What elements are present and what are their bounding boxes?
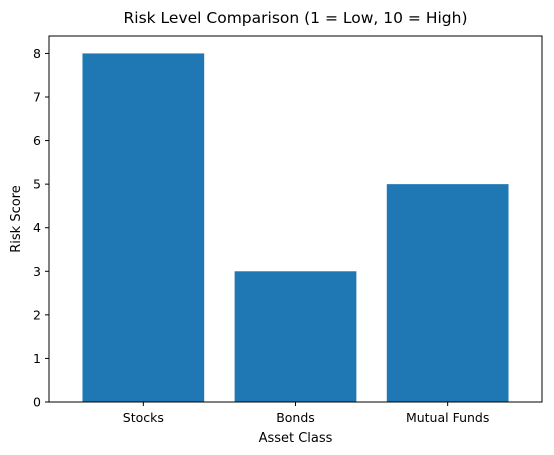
y-tick-label: 1 (33, 351, 41, 366)
x-tick-label: Mutual Funds (406, 410, 489, 425)
y-axis-label: Risk Score (9, 185, 24, 253)
y-tick-label: 5 (33, 177, 41, 192)
y-tick-label: 4 (33, 220, 41, 235)
x-tick-label: Bonds (276, 410, 315, 425)
plot-frame (48, 35, 543, 403)
bar-stocks (82, 53, 205, 403)
y-tick-label: 7 (33, 90, 41, 105)
x-axis-ticks: Stocks Bonds Mutual Funds (123, 402, 489, 425)
y-tick-label: 0 (33, 395, 41, 410)
x-axis-label: Asset Class (259, 431, 333, 446)
bar-bonds (234, 271, 357, 402)
y-tick-label: 6 (33, 133, 41, 148)
bar-mutual-funds (386, 184, 509, 402)
chart-title: Risk Level Comparison (1 = Low, 10 = Hig… (124, 9, 468, 27)
y-axis-ticks: 0 1 2 3 4 5 6 7 8 (33, 46, 49, 410)
y-tick-label: 2 (33, 307, 41, 322)
x-tick-label: Stocks (123, 410, 164, 425)
y-tick-label: 3 (33, 264, 41, 279)
y-tick-label: 8 (33, 46, 41, 61)
bars-group (82, 53, 509, 403)
